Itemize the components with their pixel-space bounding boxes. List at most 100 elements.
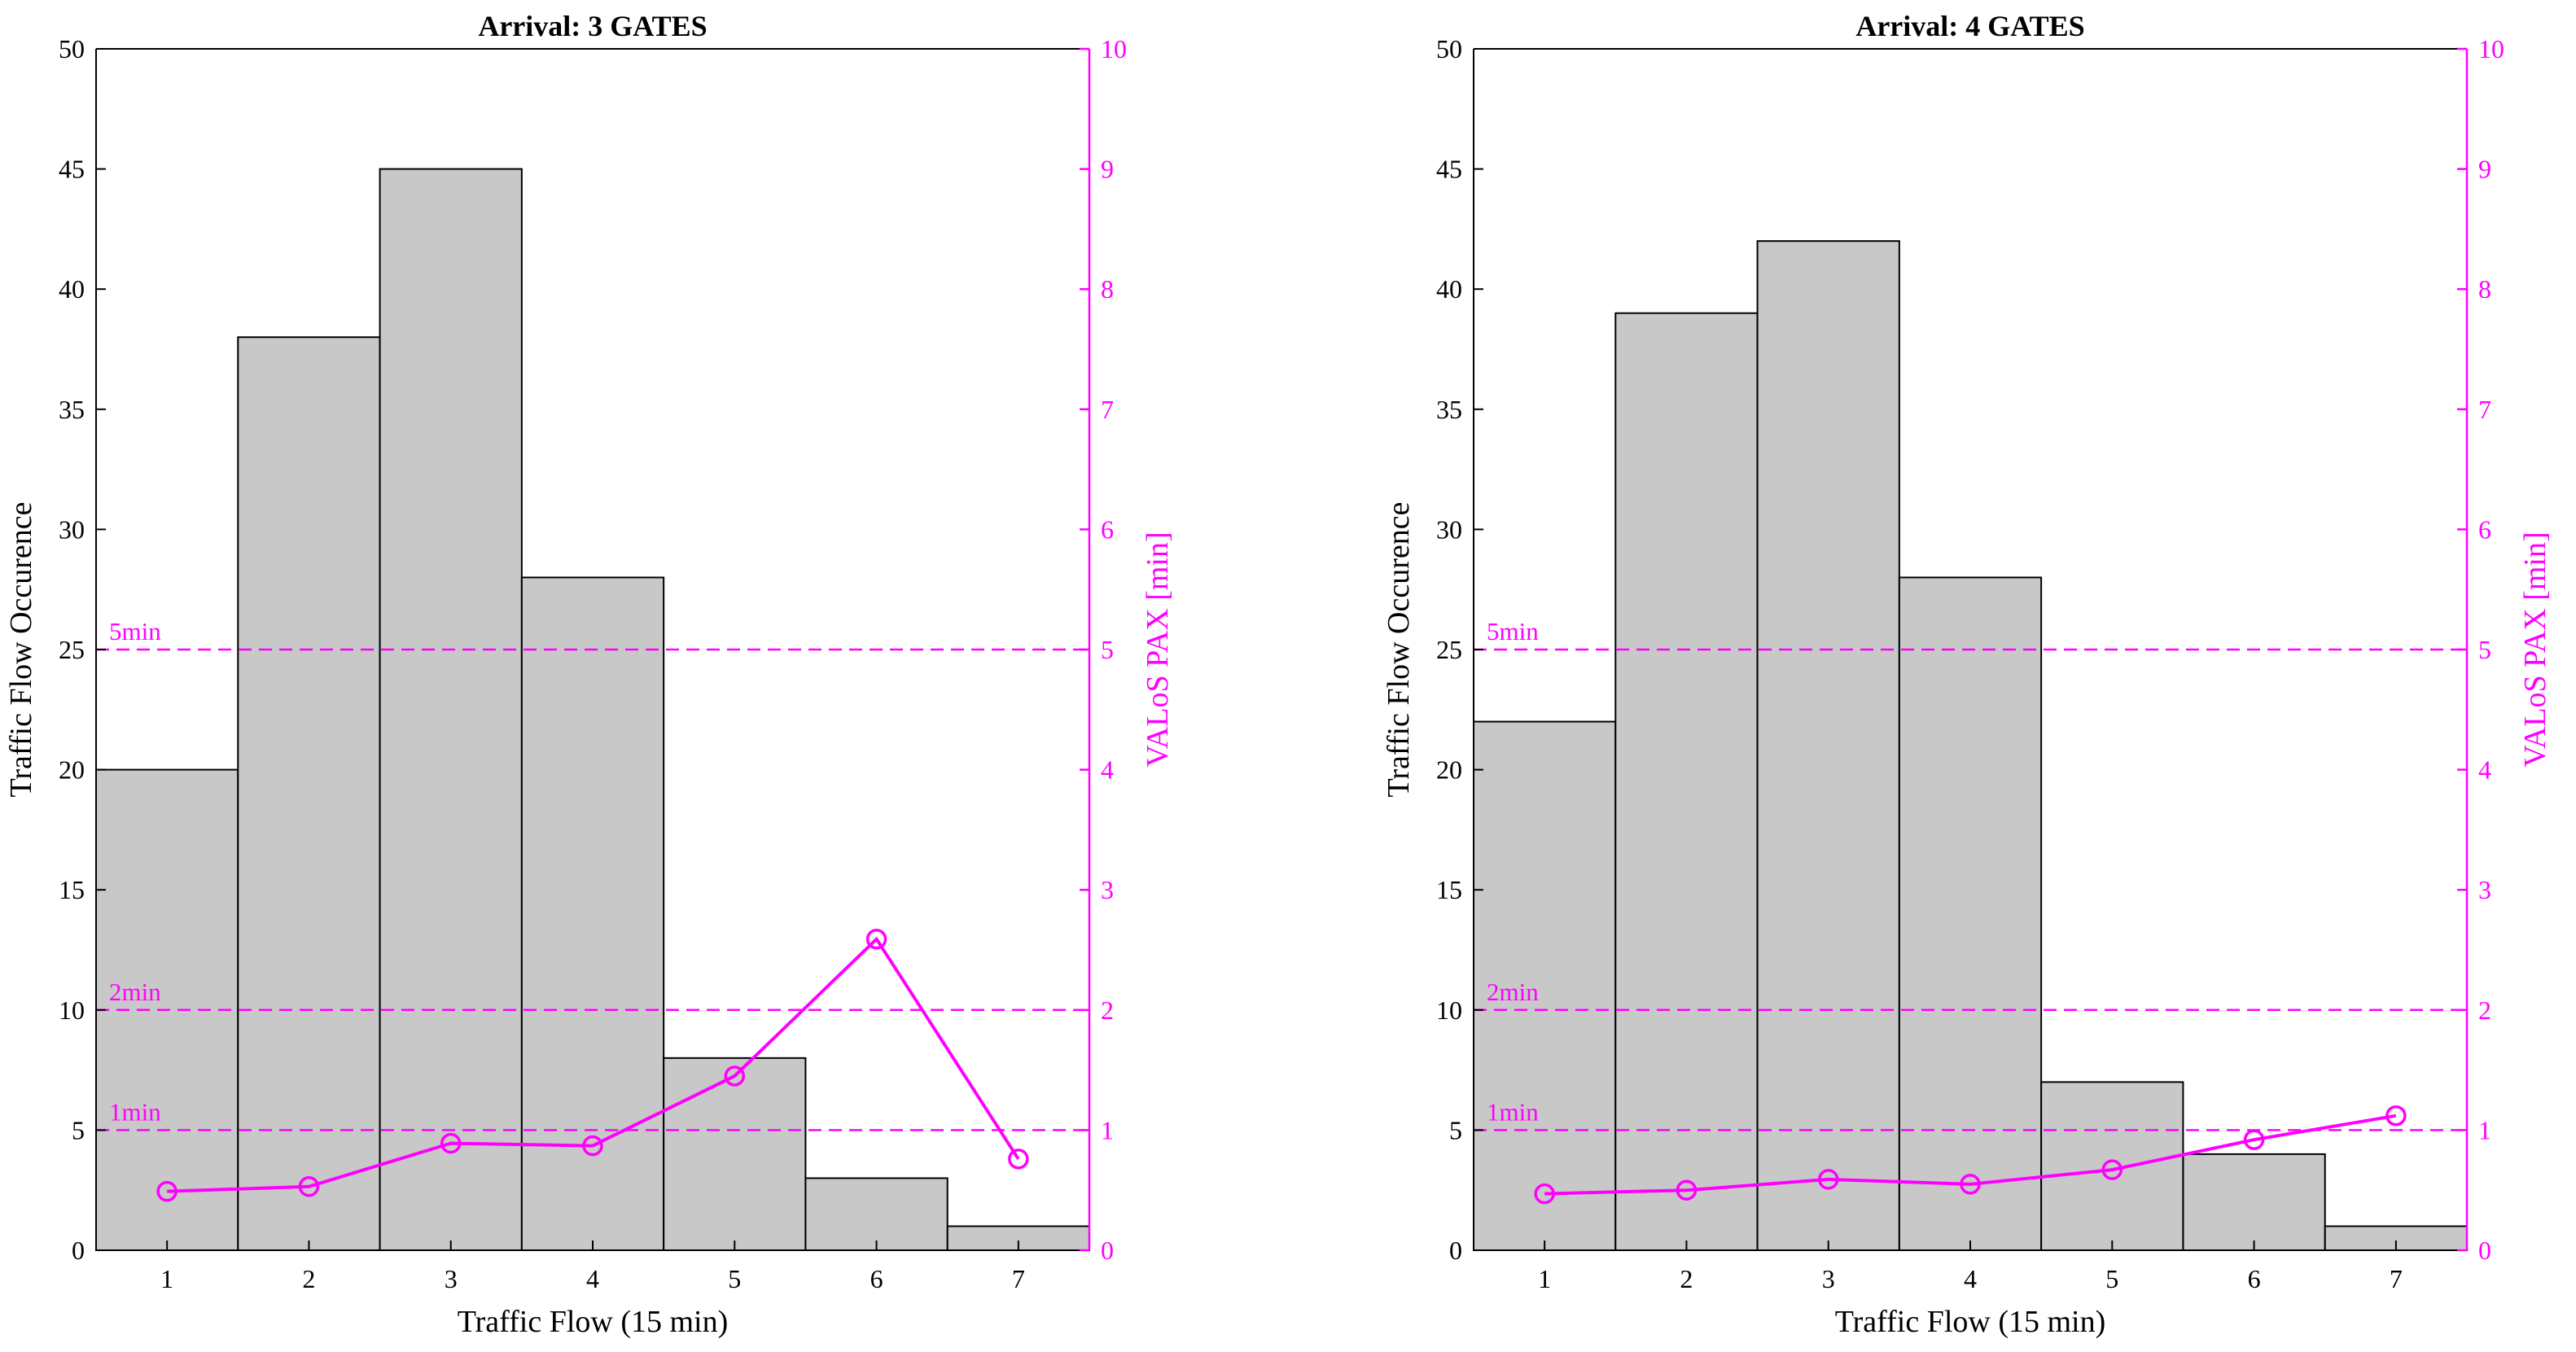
y2-tick-label-5: 5: [1101, 635, 1114, 664]
y-tick-label-25: 25: [59, 635, 85, 664]
y2-tick-label-6: 6: [1101, 514, 1114, 544]
y-tick-label-5: 5: [72, 1115, 85, 1144]
y2-tick-label-8: 8: [2478, 274, 2491, 304]
valos-line: [1544, 1114, 2397, 1196]
bar-3: [379, 168, 523, 1252]
y-tick-label-30: 30: [59, 514, 85, 544]
y-tick-label-50: 50: [1436, 34, 1462, 63]
y-tick-label-45: 45: [1436, 155, 1462, 184]
y-tick-label-15: 15: [59, 875, 85, 904]
y2-tick-label-0: 0: [1101, 1236, 1114, 1265]
chart-title: Arrival: 4 GATES: [1855, 10, 2084, 42]
y2-tick-label-3: 3: [2478, 875, 2491, 904]
valos-point-1: [1534, 1183, 1555, 1205]
y-tick-label-40: 40: [1436, 274, 1462, 304]
y2-tick-label-6: 6: [2478, 514, 2491, 544]
valos-point-2: [1676, 1179, 1698, 1201]
x-tick-label-6: 6: [2248, 1264, 2261, 1293]
y-tick-label-0: 0: [1449, 1236, 1462, 1265]
x-tick-label-4: 4: [1964, 1264, 1977, 1293]
y2-tick-label-4: 4: [2478, 755, 2491, 785]
valos-point-3: [1817, 1169, 1839, 1190]
bar-5: [2040, 1081, 2184, 1251]
valos-point-4: [582, 1135, 603, 1157]
x-axis-label: Traffic Flow (15 min): [1835, 1305, 2106, 1339]
valos-line: [167, 936, 1020, 1193]
y-tick-label-50: 50: [59, 34, 85, 63]
y-tick-label-10: 10: [1436, 995, 1462, 1025]
y2-tick-label-8: 8: [1101, 274, 1114, 304]
y2-tick-label-4: 4: [1101, 755, 1114, 785]
y-tick-label-35: 35: [59, 395, 85, 424]
y2-tick-label-0: 0: [2478, 1236, 2491, 1265]
y-tick-label-15: 15: [1436, 875, 1462, 904]
reference-label-5min: 5min: [1487, 617, 1539, 645]
y-tick-label-30: 30: [1436, 514, 1462, 544]
chart-panel-4-gates: 1min2min5min0510152025303540455001234567…: [1382, 10, 2552, 1339]
valos-point-5: [724, 1065, 746, 1087]
y-tick-label-35: 35: [1436, 395, 1462, 424]
y-tick-label-20: 20: [59, 755, 85, 785]
y-tick-label-45: 45: [59, 155, 85, 184]
y2-tick-label-7: 7: [2478, 395, 2491, 424]
y2-tick-label-10: 10: [2478, 34, 2504, 63]
bar-4: [520, 576, 665, 1251]
y-tick-label-25: 25: [1436, 635, 1462, 664]
valos-point-6: [865, 928, 887, 950]
y2-tick-label-9: 9: [2478, 155, 2491, 184]
y-axis-label: Traffic Flow Occurence: [4, 501, 38, 797]
bar-6: [2182, 1153, 2326, 1252]
bar-6: [804, 1177, 948, 1251]
y2-tick-label-9: 9: [1101, 155, 1114, 184]
y2-tick-label-3: 3: [1101, 875, 1114, 904]
x-tick-label-3: 3: [445, 1264, 458, 1293]
x-tick-label-5: 5: [2105, 1264, 2118, 1293]
reference-label-2min: 2min: [109, 978, 161, 1006]
y2-tick-label-2: 2: [2478, 995, 2491, 1025]
x-tick-label-3: 3: [1822, 1264, 1835, 1293]
x-tick-label-1: 1: [1538, 1264, 1551, 1293]
bar-1: [1473, 720, 1617, 1251]
x-tick-label-4: 4: [586, 1264, 599, 1293]
y-tick-label-20: 20: [1436, 755, 1462, 785]
x-tick-label-2: 2: [302, 1264, 315, 1293]
y2-tick-label-1: 1: [2478, 1115, 2491, 1144]
y-tick-label-5: 5: [1449, 1115, 1462, 1144]
reference-label-2min: 2min: [1487, 978, 1539, 1006]
chart-panel-3-gates: 1min2min5min0510152025303540455001234567…: [4, 10, 1175, 1339]
y2-tick-label-10: 10: [1101, 34, 1127, 63]
bar-4: [1898, 576, 2043, 1251]
y2-tick-label-1: 1: [1101, 1115, 1114, 1144]
y-tick-label-0: 0: [72, 1236, 85, 1265]
bar-2: [1614, 312, 1759, 1252]
y2-tick-label-2: 2: [1101, 995, 1114, 1025]
y-tick-label-40: 40: [59, 274, 85, 304]
x-axis-label: Traffic Flow (15 min): [458, 1305, 729, 1339]
valos-point-7: [1008, 1149, 1029, 1170]
x-tick-label-5: 5: [728, 1264, 741, 1293]
x-tick-label-2: 2: [1680, 1264, 1693, 1293]
y2-axis-label: VALoS PAX [min]: [2518, 532, 2552, 767]
y2-tick-label-7: 7: [1101, 395, 1114, 424]
y2-tick-label-5: 5: [2478, 635, 2491, 664]
y-axis-label: Traffic Flow Occurence: [1382, 501, 1416, 797]
valos-point-7: [2385, 1105, 2407, 1127]
y2-axis-label: VALoS PAX [min]: [1141, 532, 1175, 767]
bar-5: [663, 1057, 807, 1251]
valos-point-1: [156, 1180, 177, 1202]
y-tick-label-10: 10: [59, 995, 85, 1025]
valos-point-4: [1960, 1174, 1981, 1195]
bar-2: [237, 336, 381, 1251]
reference-label-1min: 1min: [1487, 1097, 1539, 1126]
reference-label-5min: 5min: [109, 617, 161, 645]
valos-point-6: [2243, 1129, 2265, 1150]
x-tick-label-7: 7: [1012, 1264, 1025, 1293]
x-tick-label-6: 6: [870, 1264, 883, 1293]
reference-label-1min: 1min: [109, 1097, 161, 1126]
x-tick-label-1: 1: [160, 1264, 173, 1293]
bar-3: [1756, 240, 1900, 1251]
valos-point-5: [2101, 1159, 2123, 1180]
chart-title: Arrival: 3 GATES: [478, 10, 707, 42]
valos-point-3: [440, 1132, 462, 1154]
